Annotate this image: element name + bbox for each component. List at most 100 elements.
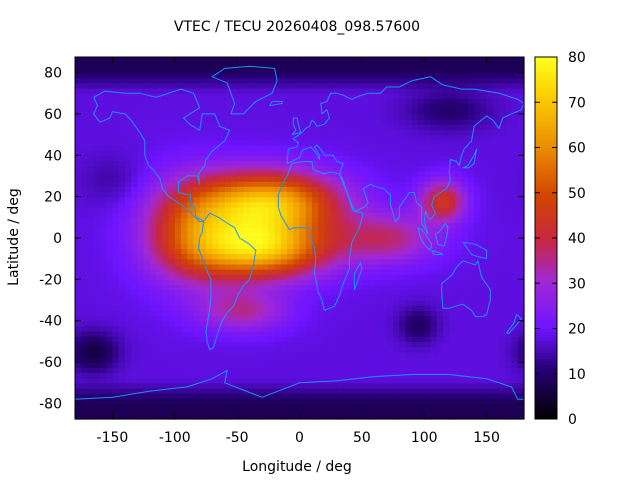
heatmap-cell — [455, 206, 463, 213]
heatmap-cell — [368, 336, 375, 343]
heatmap-cell — [318, 377, 326, 384]
heatmap-cell — [455, 129, 463, 136]
heatmap-cell — [486, 186, 494, 193]
heatmap-cell — [274, 227, 282, 234]
heatmap-cell — [162, 382, 170, 389]
heatmap-cell — [187, 217, 195, 224]
heatmap-cell — [156, 144, 163, 151]
heatmap-cell — [499, 300, 506, 306]
heatmap-cell — [106, 289, 114, 296]
heatmap-cell — [156, 232, 163, 239]
heatmap-cell — [224, 336, 232, 343]
heatmap-cell — [461, 284, 469, 291]
heatmap-cell — [168, 351, 176, 358]
heatmap-cell — [237, 382, 244, 389]
heatmap-cell — [517, 93, 525, 99]
heatmap-cell — [467, 300, 475, 306]
heatmap-cell — [87, 175, 95, 182]
heatmap-cell — [492, 155, 500, 162]
heatmap-cell — [380, 227, 388, 234]
heatmap-cell — [287, 103, 294, 110]
heatmap-cell — [93, 170, 101, 177]
heatmap-cell — [93, 294, 101, 301]
heatmap-cell — [255, 367, 263, 374]
heatmap-cell — [224, 269, 232, 275]
heatmap-cell — [168, 82, 176, 89]
heatmap-cell — [492, 170, 500, 177]
heatmap-cell — [243, 170, 251, 177]
heatmap-cell — [311, 393, 319, 399]
heatmap-cell — [99, 206, 107, 213]
heatmap-cell — [149, 351, 157, 358]
heatmap-cell — [430, 310, 438, 317]
heatmap-cell — [455, 253, 463, 260]
heatmap-cell — [517, 274, 525, 280]
heatmap-cell — [230, 310, 238, 317]
heatmap-cell — [517, 393, 525, 399]
heatmap-cell — [449, 108, 457, 115]
heatmap-cell — [131, 181, 138, 187]
heatmap-cell — [499, 119, 506, 125]
heatmap-cell — [81, 82, 89, 89]
heatmap-cell — [405, 243, 413, 249]
heatmap-cell — [93, 206, 101, 213]
heatmap-cell — [181, 212, 188, 218]
heatmap-cell — [467, 212, 475, 218]
heatmap-cell — [318, 160, 326, 167]
heatmap-cell — [386, 186, 394, 193]
heatmap-cell — [436, 238, 444, 244]
heatmap-cell — [361, 227, 369, 234]
heatmap-cell — [181, 155, 188, 162]
heatmap-cell — [380, 155, 388, 162]
heatmap-cell — [230, 124, 238, 130]
heatmap-cell — [237, 289, 244, 296]
heatmap-cell — [199, 129, 207, 136]
heatmap-cell — [181, 351, 188, 358]
heatmap-cell — [361, 108, 369, 115]
heatmap-cell — [99, 289, 107, 296]
heatmap-cell — [336, 98, 344, 105]
heatmap-cell — [218, 248, 226, 255]
heatmap-cell — [436, 82, 444, 89]
heatmap-cell — [492, 232, 500, 239]
heatmap-cell — [237, 258, 244, 265]
heatmap-cell — [442, 119, 450, 125]
heatmap-cell — [449, 196, 457, 203]
heatmap-cell — [517, 387, 525, 394]
heatmap-cell — [75, 201, 82, 208]
heatmap-cell — [330, 155, 338, 162]
heatmap-cell — [374, 248, 382, 255]
heatmap-cell — [287, 367, 294, 374]
heatmap-cell — [436, 284, 444, 291]
heatmap-cell — [505, 201, 513, 208]
heatmap-cell — [118, 196, 126, 203]
heatmap-cell — [174, 362, 182, 368]
heatmap-cell — [93, 279, 101, 286]
heatmap-cell — [212, 160, 220, 167]
heatmap-cell — [131, 289, 138, 296]
heatmap-cell — [311, 160, 319, 167]
heatmap-cell — [467, 356, 475, 363]
heatmap-cell — [411, 98, 419, 105]
heatmap-cell — [199, 170, 207, 177]
heatmap-cell — [480, 284, 488, 291]
heatmap-cell — [299, 315, 307, 322]
heatmap-cell — [137, 367, 145, 374]
heatmap-cell — [237, 181, 244, 187]
heatmap-cell — [280, 175, 288, 182]
heatmap-cell — [386, 377, 394, 384]
heatmap-cell — [187, 93, 195, 99]
heatmap-cell — [224, 232, 232, 239]
heatmap-cell — [355, 160, 363, 167]
heatmap-cell — [124, 356, 132, 363]
heatmap-cell — [374, 305, 382, 311]
heatmap-cell — [455, 108, 463, 115]
heatmap-cell — [336, 408, 344, 415]
heatmap-cell — [467, 62, 475, 68]
heatmap-cell — [99, 160, 107, 167]
heatmap-cell — [112, 129, 120, 136]
heatmap-cell — [511, 129, 519, 136]
heatmap-cell — [299, 150, 307, 156]
heatmap-cell — [137, 274, 145, 280]
heatmap-cell — [174, 103, 182, 110]
